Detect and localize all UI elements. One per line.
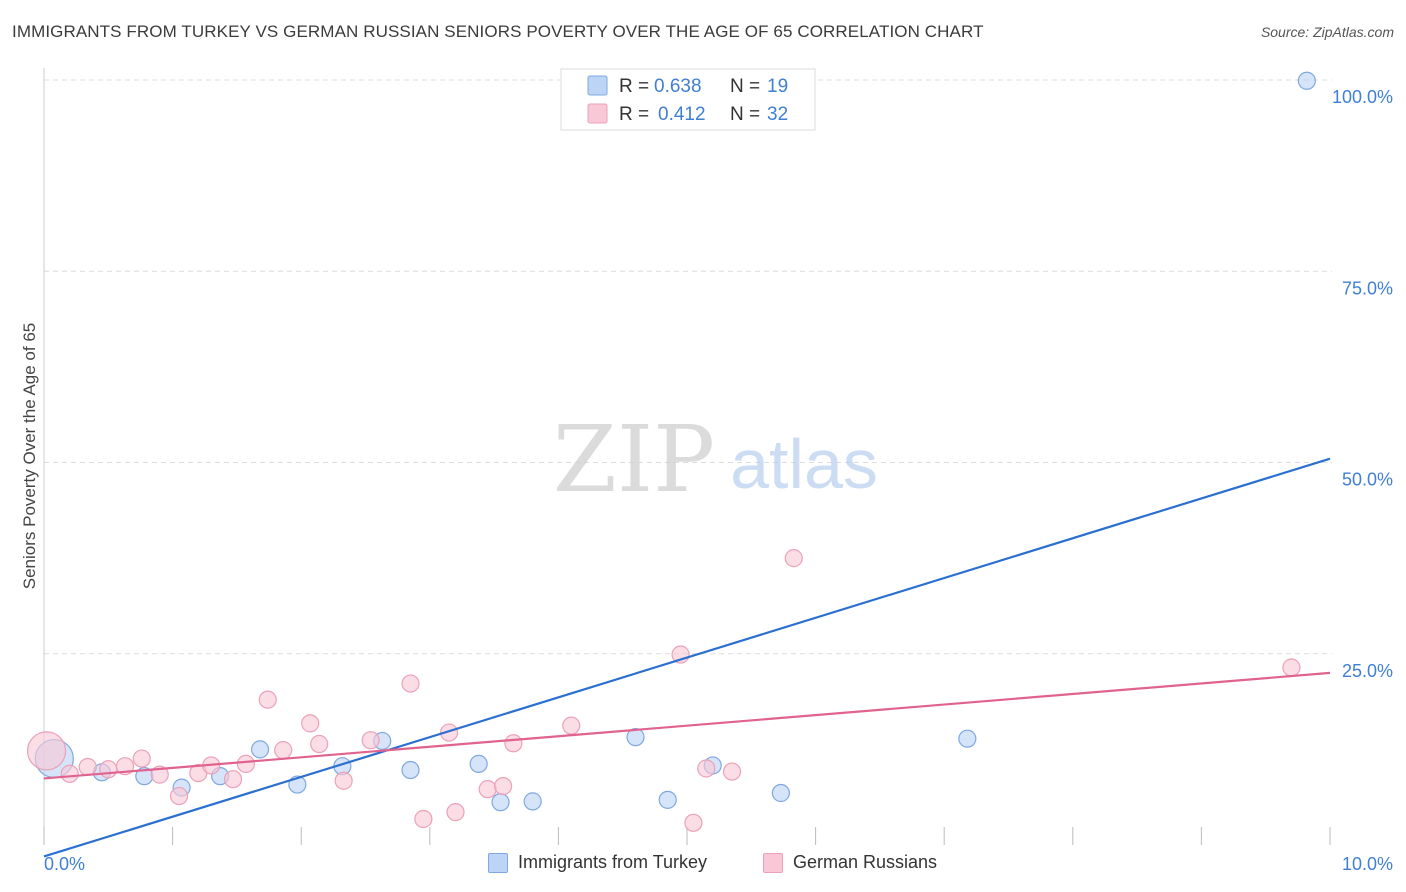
point-german-russians	[223, 770, 243, 789]
legend-item-turkey[interactable]: Immigrants from Turkey	[488, 852, 707, 873]
stats-legend-n-value: 32	[767, 104, 788, 125]
stats-legend-r-value: 0.412	[658, 104, 706, 125]
legend-label-german-russians: German Russians	[793, 852, 938, 872]
labels-layer: 25.0% 50.0% 75.0% 100.0% 0.0% 10.0%	[44, 87, 1393, 874]
point-immigrants-from-turkey	[401, 760, 420, 780]
stats-legend-r-label: R =	[619, 76, 649, 97]
point-german-russians	[236, 754, 256, 774]
point-german-russians	[26, 731, 67, 771]
point-german-russians	[99, 760, 118, 779]
point-german-russians	[784, 549, 803, 568]
point-german-russians	[1282, 658, 1301, 677]
chart-source: Source: ZipAtlas.com	[1260, 24, 1394, 40]
point-german-russians	[274, 741, 293, 760]
point-german-russians	[414, 809, 433, 829]
y-tick-label: 50.0%	[1342, 470, 1393, 490]
legend-swatch-blue	[488, 852, 508, 873]
y-tick-label: 25.0%	[1342, 661, 1393, 681]
stats-legend: R = 0.638 N = 19 R = 0.412 N = 32	[560, 68, 816, 131]
point-german-russians	[439, 723, 459, 742]
legend-label-turkey: Immigrants from Turkey	[518, 852, 708, 872]
point-immigrants-from-turkey	[469, 754, 488, 774]
stats-legend-n-label: N =	[730, 104, 760, 125]
legend-swatch-pink	[763, 852, 783, 873]
point-german-russians	[60, 764, 79, 783]
point-german-russians	[258, 690, 277, 709]
y-tick-label: 75.0%	[1342, 278, 1393, 298]
point-german-russians	[78, 757, 97, 777]
point-german-russians	[132, 749, 151, 768]
y-tick-label: 100.0%	[1332, 87, 1393, 107]
trend-layer	[43, 457, 1331, 858]
point-german-russians	[504, 734, 523, 753]
axes-layer	[43, 68, 1331, 845]
point-immigrants-from-turkey	[250, 740, 270, 759]
point-immigrants-from-turkey	[491, 793, 510, 812]
chart-title: IMMIGRANTS FROM TURKEY VS GERMAN RUSSIAN…	[12, 22, 984, 41]
grid-layer	[44, 79, 1332, 655]
stats-legend-swatch-pink	[587, 103, 608, 124]
x-tick-label: 0.0%	[44, 854, 85, 874]
stats-legend-r-label: R =	[619, 104, 649, 125]
point-immigrants-from-turkey	[1297, 71, 1316, 90]
stats-legend-n-label: N =	[730, 76, 760, 97]
point-german-russians	[494, 776, 513, 796]
point-german-russians	[301, 714, 320, 733]
point-german-russians	[478, 780, 497, 799]
point-german-russians	[169, 786, 189, 806]
x-tick-label: 10.0%	[1342, 854, 1393, 874]
trendline-german-russians	[43, 671, 1331, 780]
point-immigrants-from-turkey	[771, 783, 790, 803]
watermark: ZIP atlas	[553, 406, 878, 513]
point-immigrants-from-turkey	[958, 729, 977, 748]
trendline-immigrants-from-turkey	[43, 457, 1331, 858]
point-german-russians	[310, 734, 329, 754]
point-german-russians	[446, 803, 465, 822]
stats-legend-swatch-blue	[587, 75, 608, 96]
point-immigrants-from-turkey	[626, 728, 645, 747]
point-immigrants-from-turkey	[523, 792, 542, 811]
point-german-russians	[361, 731, 380, 750]
legend-item-german-russians[interactable]: German Russians	[763, 852, 937, 873]
stats-legend-r-value: 0.638	[654, 76, 702, 97]
y-axis-label: Seniors Poverty Over the Age of 65	[20, 323, 39, 589]
point-german-russians	[562, 716, 581, 735]
point-immigrants-from-turkey	[658, 790, 677, 809]
point-german-russians	[697, 759, 716, 778]
point-german-russians	[401, 674, 420, 693]
point-german-russians	[684, 813, 703, 832]
stats-legend-n-value: 19	[767, 76, 788, 97]
watermark-zip: ZIP	[553, 406, 715, 513]
points-layer	[26, 71, 1316, 832]
point-german-russians	[722, 762, 742, 781]
point-german-russians	[334, 771, 353, 790]
watermark-atlas: atlas	[730, 425, 878, 503]
